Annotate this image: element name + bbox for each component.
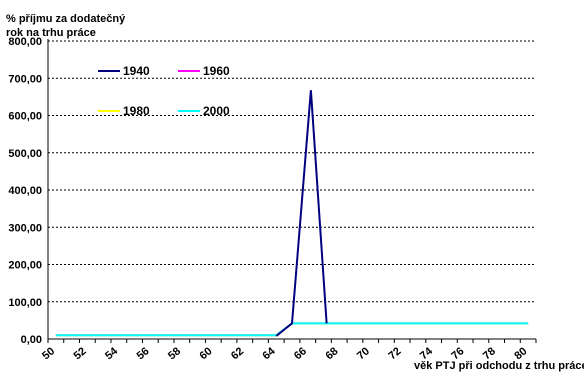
x-tick-label: 60 xyxy=(198,345,215,362)
y-tick-label: 500,00 xyxy=(8,148,42,160)
x-tick-label: 52 xyxy=(72,345,89,362)
y-tick-label: 800,00 xyxy=(8,36,42,48)
y-tick-label: 700,00 xyxy=(8,73,42,85)
legend-label: 1940 xyxy=(123,64,150,78)
series-line-1960 xyxy=(55,322,529,337)
y-tick-label: 200,00 xyxy=(8,260,42,272)
series-line-1940 xyxy=(275,90,328,337)
x-tick-label: 72 xyxy=(386,345,403,362)
y-axis-title: % příjmu za dodatečný rok na trhu práce xyxy=(6,12,126,40)
x-tick-label: 64 xyxy=(260,345,278,363)
x-tick-label: 54 xyxy=(103,345,121,363)
x-tick-label: 62 xyxy=(229,345,246,362)
x-tick-label: 58 xyxy=(166,345,183,362)
legend-swatch xyxy=(178,70,200,72)
y-axis-title-text: % příjmu za dodatečný rok na trhu práce xyxy=(6,13,126,39)
series-line-1980 xyxy=(55,322,529,337)
legend-item-1960: 1960 xyxy=(178,64,230,78)
x-tick-label: 56 xyxy=(135,345,152,362)
legend-item-1940: 1940 xyxy=(98,64,150,78)
series-line-2000 xyxy=(55,322,529,337)
y-tick-label: 100,00 xyxy=(8,297,42,309)
legend-item-2000: 2000 xyxy=(178,104,230,118)
x-tick-label: 68 xyxy=(323,345,340,362)
legend-label: 1980 xyxy=(123,104,150,118)
y-tick-label: 400,00 xyxy=(8,185,42,197)
legend-label: 1960 xyxy=(203,64,230,78)
legend-label: 2000 xyxy=(203,104,230,118)
x-tick-label: 66 xyxy=(292,345,309,362)
y-tick-label: 300,00 xyxy=(8,222,42,234)
x-tick-label: 70 xyxy=(355,345,372,362)
legend-swatch xyxy=(178,110,200,112)
x-axis-title: věk PTJ při odchodu z trhu práce xyxy=(414,360,584,372)
y-tick-label: 0,00 xyxy=(21,334,42,346)
y-tick-label: 600,00 xyxy=(8,111,42,123)
x-tick-label: 50 xyxy=(40,345,57,362)
legend-item-1980: 1980 xyxy=(98,104,150,118)
legend-swatch xyxy=(98,70,120,72)
legend-swatch xyxy=(98,110,120,112)
